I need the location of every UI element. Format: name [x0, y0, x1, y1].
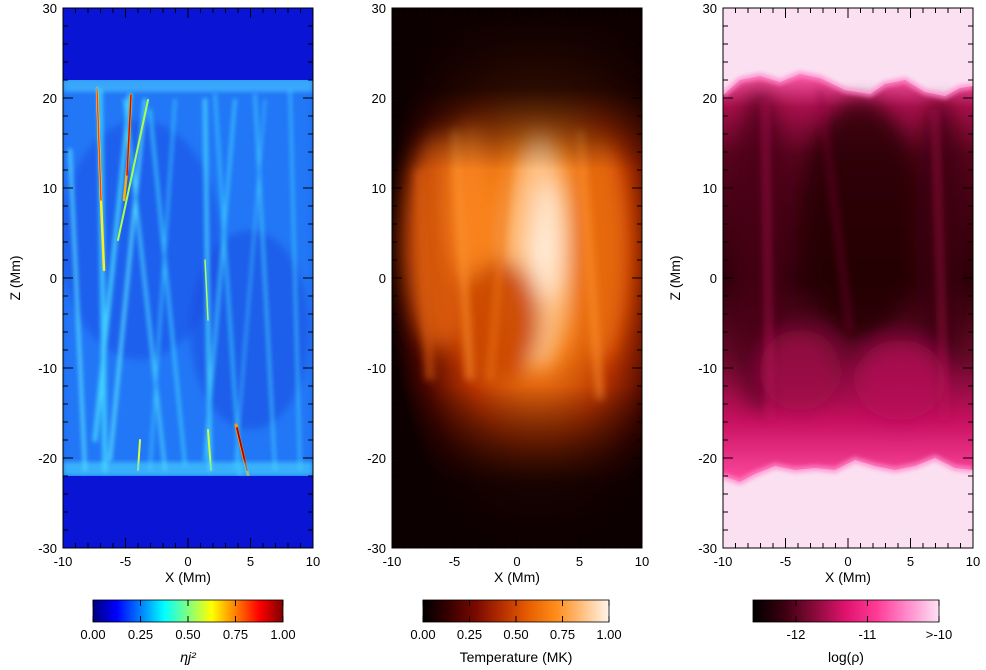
current-filaments [68, 86, 302, 477]
y-tick-label: 0 [710, 271, 717, 286]
x-axis: -10 -5 0 5 10 [714, 8, 980, 569]
y-tick-label: 30 [372, 1, 386, 16]
colorbar-tick-label: 1.00 [270, 627, 295, 642]
colorbar-gradient [752, 599, 940, 623]
colorbar-label: Temperature (MK) [460, 649, 573, 665]
x-tick-label: -10 [383, 554, 402, 569]
y-tick-label: -10 [367, 361, 386, 376]
y-tick-label: 10 [372, 181, 386, 196]
colorbar-tick-label: >-10 [926, 627, 952, 642]
panel-temperature: -10 -5 0 5 10 -30 -20 -10 0 10 20 30 X (Mm) [367, 1, 649, 585]
y-tick-label: -30 [38, 541, 57, 556]
y-tick-label: -30 [698, 541, 717, 556]
heatmap-density [723, 8, 973, 548]
colorbar-temperature: 0.00 0.25 0.50 0.75 1.00 Temperature (MK) [410, 599, 622, 665]
colorbar-tick-label: -11 [859, 627, 877, 642]
heatmap-current-heating [63, 8, 313, 548]
x-tick-label: 0 [184, 554, 191, 569]
colorbar-tick-label: 0.50 [175, 627, 200, 642]
y-tick-label: -20 [38, 451, 57, 466]
colorbar-tick-label: 0.00 [80, 627, 105, 642]
colorbar-tick-label: 0.75 [550, 627, 575, 642]
x-tick-label: -5 [780, 554, 792, 569]
y-tick-label: 10 [703, 181, 717, 196]
x-axis: -10 -5 0 5 10 [383, 8, 649, 569]
colorbar-label: ηj² [180, 649, 197, 665]
x-tick-label: -10 [54, 554, 73, 569]
colorbar-density: -12 -11 >-10 log(ρ) [752, 599, 952, 665]
y-axis: -30 -20 -10 0 10 20 30 [698, 1, 973, 556]
colorbar-tick-label: 0.25 [128, 627, 153, 642]
colorbar-label: log(ρ) [828, 649, 864, 665]
y-tick-label: 30 [43, 1, 57, 16]
panel-current-heating: -10 -5 0 5 10 -30 -20 -10 0 10 20 30 X (Mm) Z (Mm) [7, 1, 320, 585]
band-edge-bottom [63, 462, 313, 476]
x-tick-label: 0 [844, 554, 851, 569]
x-tick-label: 5 [247, 554, 254, 569]
x-tick-label: -10 [714, 554, 733, 569]
x-tick-label: -5 [120, 554, 132, 569]
y-axis: -30 -20 -10 0 10 20 30 [38, 1, 313, 556]
y-tick-label: -20 [367, 451, 386, 466]
colorbar-ticks: 0.00 0.25 0.50 0.75 1.00 [410, 600, 622, 642]
colorbar-ticks: 0.00 0.25 0.50 0.75 1.00 [80, 600, 296, 642]
panel-density: -10 -5 0 5 10 -30 -20 -10 0 10 20 30 X (Mm) Z (Mm) [667, 1, 980, 585]
colorbar-tick-label: 0.50 [503, 627, 528, 642]
colorbar-tick-label: 0.25 [457, 627, 482, 642]
x-tick-label: 10 [966, 554, 980, 569]
colorbar-tick-label: 0.75 [223, 627, 248, 642]
colorbar-tick-label: 0.00 [410, 627, 435, 642]
y-tick-label: 20 [703, 91, 717, 106]
x-tick-label: 5 [907, 554, 914, 569]
x-axis-label: X (Mm) [494, 569, 540, 585]
y-tick-label: -20 [698, 451, 717, 466]
y-tick-label: -30 [367, 541, 386, 556]
x-axis-label: X (Mm) [825, 569, 871, 585]
band-edge-top [63, 78, 313, 92]
colorbar-tick-label: -12 [787, 627, 806, 642]
colorbar-current-heating: 0.00 0.25 0.50 0.75 1.00 ηj² [80, 599, 296, 665]
y-tick-label: -10 [698, 361, 717, 376]
x-tick-label: -5 [449, 554, 461, 569]
y-tick-label: 0 [379, 271, 386, 286]
y-tick-label: 30 [703, 1, 717, 16]
y-tick-label: 0 [50, 271, 57, 286]
x-tick-label: 5 [576, 554, 583, 569]
x-tick-label: 10 [306, 554, 320, 569]
x-tick-label: 0 [513, 554, 520, 569]
x-axis: -10 -5 0 5 10 [54, 8, 320, 569]
colorbar-tick-label: 1.00 [596, 627, 621, 642]
y-tick-label: 20 [43, 91, 57, 106]
heatmap-temperature [392, 8, 642, 548]
y-axis-label: Z (Mm) [667, 255, 683, 300]
y-tick-label: 10 [43, 181, 57, 196]
y-axis-label: Z (Mm) [7, 255, 23, 300]
x-axis-label: X (Mm) [165, 569, 211, 585]
y-tick-label: 20 [372, 91, 386, 106]
x-tick-label: 10 [635, 554, 649, 569]
y-axis: -30 -20 -10 0 10 20 30 [367, 1, 642, 556]
colorbar-ticks: -12 -11 >-10 [787, 600, 952, 642]
y-tick-label: -10 [38, 361, 57, 376]
